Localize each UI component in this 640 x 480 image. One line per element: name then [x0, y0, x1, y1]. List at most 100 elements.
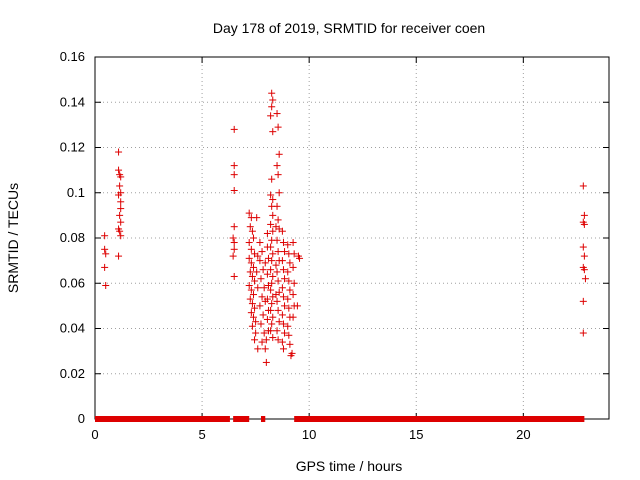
data-point — [272, 223, 280, 231]
data-point — [247, 309, 255, 317]
x-tick-label: 15 — [409, 427, 423, 442]
data-point — [117, 205, 125, 213]
data-point — [284, 268, 292, 276]
data-point — [579, 297, 587, 305]
data-point — [253, 214, 261, 222]
data-point — [259, 311, 267, 319]
data-point — [249, 263, 257, 271]
data-point — [275, 318, 283, 326]
zero-value-band — [294, 416, 585, 422]
data-point — [580, 252, 588, 260]
data-point — [269, 96, 277, 104]
data-point — [274, 123, 282, 131]
data-point — [260, 284, 268, 292]
data-point — [285, 304, 293, 312]
data-point — [278, 338, 286, 346]
data-point — [269, 211, 277, 219]
data-point — [293, 302, 301, 310]
data-point — [230, 223, 238, 231]
y-tick-label: 0.02 — [60, 366, 85, 381]
data-series — [95, 89, 589, 422]
data-point — [248, 300, 256, 308]
data-point — [251, 336, 259, 344]
data-point — [267, 243, 275, 251]
data-point — [290, 250, 298, 258]
data-point — [247, 259, 255, 267]
y-tick-label: 0.1 — [67, 185, 85, 200]
data-point — [116, 182, 124, 190]
data-point — [115, 148, 123, 156]
data-point — [273, 297, 281, 305]
data-point — [268, 103, 276, 111]
data-point — [258, 338, 266, 346]
data-point — [267, 112, 275, 120]
data-point — [245, 239, 253, 247]
data-point — [281, 329, 289, 337]
data-point — [284, 322, 292, 330]
data-point — [273, 327, 281, 335]
data-point — [230, 186, 238, 194]
data-point — [285, 277, 293, 285]
data-point — [117, 232, 125, 240]
data-point — [254, 252, 262, 260]
data-point — [101, 232, 109, 240]
data-point — [246, 223, 254, 231]
data-point — [268, 300, 276, 308]
data-point — [230, 272, 238, 280]
data-point — [268, 279, 276, 287]
data-point — [273, 162, 281, 170]
data-point — [286, 286, 294, 294]
data-point — [274, 216, 282, 224]
data-point — [268, 89, 276, 97]
data-point — [230, 162, 238, 170]
data-point — [278, 257, 286, 265]
data-point — [268, 257, 276, 265]
y-tick-label: 0.12 — [60, 140, 85, 155]
data-point — [286, 259, 294, 267]
data-point — [230, 171, 238, 179]
data-point — [580, 220, 588, 228]
data-point — [251, 304, 259, 312]
y-tick-label: 0.16 — [60, 49, 85, 64]
data-point — [289, 291, 297, 299]
data-point — [263, 229, 271, 237]
data-point — [269, 313, 277, 321]
data-point — [254, 345, 262, 353]
data-point — [252, 318, 260, 326]
data-point — [260, 329, 268, 337]
zero-value-band — [260, 416, 266, 422]
data-point — [102, 282, 110, 290]
data-point — [261, 345, 269, 353]
x-axis-label: GPS time / hours — [296, 458, 403, 474]
data-point — [102, 250, 110, 258]
data-point — [268, 320, 276, 328]
data-point — [245, 282, 253, 290]
data-point — [247, 245, 255, 253]
data-point — [284, 295, 292, 303]
data-point — [579, 243, 587, 251]
data-point — [256, 257, 264, 265]
data-point — [230, 239, 238, 247]
data-point — [273, 268, 281, 276]
data-point — [256, 239, 264, 247]
data-point — [253, 268, 261, 276]
data-point — [286, 340, 294, 348]
data-point — [245, 209, 253, 217]
data-point — [267, 306, 275, 314]
data-point — [116, 227, 124, 235]
data-point — [275, 189, 283, 197]
data-point — [269, 250, 277, 258]
data-point — [263, 295, 271, 303]
grid — [95, 57, 609, 419]
data-point — [246, 268, 254, 276]
data-point — [230, 125, 238, 133]
data-point — [278, 284, 286, 292]
data-point — [272, 291, 280, 299]
axis-ticks: 0 0.02 0.04 0.06 0.08 0.1 0.12 0.14 0.16 0 5 10 15 20 — [60, 49, 609, 442]
data-point — [274, 248, 282, 256]
data-point — [117, 218, 125, 226]
data-point — [247, 286, 255, 294]
y-tick-label: 0.14 — [60, 94, 85, 109]
data-point — [274, 306, 282, 314]
data-point — [269, 227, 277, 235]
